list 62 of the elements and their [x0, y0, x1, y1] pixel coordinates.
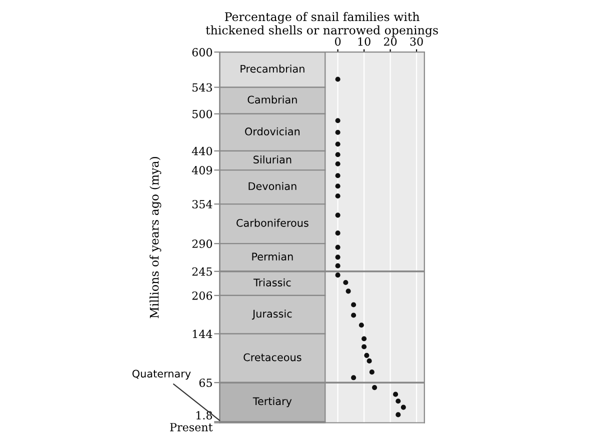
point — [335, 161, 340, 166]
point — [335, 184, 340, 189]
point — [335, 254, 340, 260]
y-tick-label: 440 — [192, 146, 212, 156]
point — [358, 322, 364, 328]
band-label: Devonian — [248, 182, 296, 190]
y-tick-label: 206 — [192, 291, 212, 300]
point — [335, 212, 340, 218]
y-tick-label: 543 — [192, 83, 212, 92]
point — [335, 118, 340, 124]
band-label: Triassic — [253, 278, 291, 286]
y-tick-label: 65 — [199, 378, 212, 387]
point — [364, 352, 370, 358]
y-tick-label: 600 — [192, 48, 212, 56]
band-label: Cretaceous — [244, 353, 302, 362]
band-label: Cambrian — [248, 96, 297, 104]
point — [335, 244, 340, 250]
point — [351, 302, 356, 308]
band-label: Silurian — [254, 155, 292, 164]
y-tick-label: 1.8 — [196, 411, 212, 420]
y-tick-label: 245 — [192, 267, 212, 276]
y-axis-title: Millions of years ago (mya) — [150, 157, 162, 318]
point — [335, 152, 340, 158]
x-tick-label: 30 — [410, 37, 423, 46]
y-tick-label: 144 — [192, 330, 212, 338]
band-label: Quaternary — [132, 370, 191, 380]
point — [335, 272, 340, 278]
point — [372, 385, 378, 390]
point — [343, 280, 348, 286]
band-label: Jurassic — [252, 310, 292, 320]
point — [351, 312, 356, 318]
point — [396, 412, 401, 418]
point — [335, 142, 340, 147]
y-tick-label: 290 — [192, 240, 212, 248]
band-label: Carboniferous — [236, 218, 308, 227]
point — [366, 358, 372, 364]
y-tick-label: 409 — [192, 166, 212, 174]
band-label: Tertiary — [252, 397, 292, 408]
band-label: Ordovician — [245, 127, 300, 136]
point — [362, 344, 367, 350]
point — [346, 288, 351, 294]
point — [335, 193, 340, 199]
x-axis-title: Percentage of snail families with thickened shells or narrowed openings — [206, 12, 438, 37]
y-tick-label: 500 — [192, 110, 212, 118]
x-tick-label: 0 — [335, 37, 341, 46]
band-label: Precambrian — [240, 64, 304, 73]
y-tick-label: 354 — [192, 200, 212, 208]
point — [351, 375, 356, 380]
point — [369, 370, 374, 375]
point — [335, 130, 340, 135]
point — [362, 336, 367, 342]
x-tick-label: 10 — [358, 37, 370, 46]
point — [393, 392, 398, 397]
point — [400, 404, 406, 410]
x-tick-label: 20 — [384, 37, 397, 46]
point — [335, 230, 340, 236]
point — [396, 398, 401, 404]
band-label: Permian — [252, 252, 293, 261]
point — [335, 263, 340, 268]
point — [335, 173, 340, 178]
y-tick-label: Present — [170, 423, 213, 432]
point — [335, 76, 340, 82]
